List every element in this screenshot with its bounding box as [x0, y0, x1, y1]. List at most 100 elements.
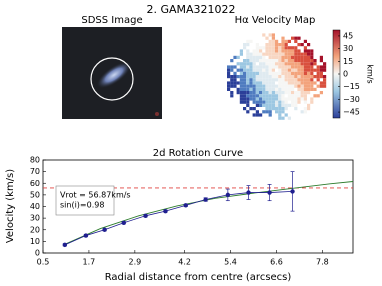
map-pixel: [313, 68, 317, 72]
map-pixel: [243, 65, 247, 69]
map-pixel: [265, 87, 269, 91]
map-pixel: [239, 87, 243, 91]
annotation: Vrot = 56.87km/s: [60, 191, 131, 200]
map-pixel: [262, 103, 266, 107]
map-pixel: [268, 55, 272, 59]
map-pixel: [281, 55, 285, 59]
map-pixel: [307, 68, 311, 72]
colorbar-tick-label: 45: [343, 31, 353, 40]
map-pixel: [252, 78, 256, 82]
map-pixel: [265, 68, 269, 72]
data-point: [203, 197, 208, 202]
map-pixel: [297, 100, 301, 104]
map-pixel: [291, 71, 295, 75]
map-pixel: [297, 97, 301, 101]
map-pixel: [268, 33, 272, 37]
map-pixel: [249, 75, 253, 79]
map-pixel: [262, 94, 266, 98]
map-pixel: [230, 81, 234, 85]
map-pixel: [246, 78, 250, 82]
data-point: [267, 190, 272, 195]
map-pixel: [236, 62, 240, 66]
map-pixel: [246, 59, 250, 63]
map-pixel: [300, 91, 304, 95]
map-pixel: [278, 71, 282, 75]
map-pixel: [230, 68, 234, 72]
map-pixel: [300, 62, 304, 66]
map-pixel: [294, 91, 298, 95]
map-pixel: [303, 87, 307, 91]
map-pixel: [262, 71, 266, 75]
map-pixel: [278, 55, 282, 59]
map-pixel: [275, 87, 279, 91]
map-pixel: [300, 65, 304, 69]
map-pixel: [284, 62, 288, 66]
map-pixel: [287, 81, 291, 85]
x-tick-label: 0.5: [37, 258, 50, 267]
map-pixel: [233, 55, 237, 59]
map-pixel: [259, 59, 263, 63]
map-pixel: [300, 75, 304, 79]
map-pixel: [281, 78, 285, 82]
map-pixel: [265, 43, 269, 47]
map-pixel: [287, 116, 291, 120]
map-pixel: [319, 81, 323, 85]
star: [155, 112, 159, 116]
data-point: [62, 242, 68, 248]
map-pixel: [310, 75, 314, 79]
map-pixel: [268, 49, 272, 53]
map-pixel: [287, 71, 291, 75]
map-pixel: [297, 36, 301, 40]
map-pixel: [246, 100, 250, 104]
map-pixel: [281, 100, 285, 104]
map-pixel: [249, 81, 253, 85]
map-pixel: [246, 68, 250, 72]
map-pixel: [278, 113, 282, 117]
map-pixel: [259, 75, 263, 79]
map-pixel: [284, 107, 288, 111]
map-pixel: [313, 87, 317, 91]
map-pixel: [255, 91, 259, 95]
map-pixel: [287, 52, 291, 56]
map-pixel: [259, 68, 263, 72]
map-pixel: [316, 71, 320, 75]
map-pixel: [310, 52, 314, 56]
map-pixel: [297, 94, 301, 98]
map-pixel: [265, 46, 269, 50]
data-point: [83, 233, 89, 238]
map-pixel: [271, 94, 275, 98]
map-pixel: [239, 91, 243, 95]
map-pixel: [310, 87, 314, 91]
map-pixel: [303, 75, 307, 79]
map-pixel: [249, 94, 253, 98]
map-pixel: [271, 39, 275, 43]
colorbar-tick-label: 0: [343, 70, 348, 79]
map-pixel: [284, 68, 288, 72]
map-pixel: [278, 103, 282, 107]
map-pixel: [281, 43, 285, 47]
map-pixel: [281, 68, 285, 72]
map-pixel: [271, 78, 275, 82]
y-tick-label: 70: [30, 167, 40, 176]
map-pixel: [281, 39, 285, 43]
map-pixel: [252, 75, 256, 79]
map-pixel: [294, 97, 298, 101]
map-pixel: [291, 65, 295, 69]
map-pixel: [275, 65, 279, 69]
map-pixel: [249, 55, 253, 59]
map-pixel: [249, 65, 253, 69]
map-pixel: [300, 68, 304, 72]
map-pixel: [291, 59, 295, 63]
map-pixel: [243, 84, 247, 88]
map-pixel: [284, 39, 288, 43]
map-pixel: [246, 94, 250, 98]
map-pixel: [252, 91, 256, 95]
map-pixel: [265, 78, 269, 82]
map-pixel: [236, 75, 240, 79]
map-pixel: [310, 78, 314, 82]
map-pixel: [255, 75, 259, 79]
map-pixel: [294, 68, 298, 72]
map-pixel: [275, 91, 279, 95]
map-pixel: [284, 81, 288, 85]
data-point: [183, 203, 188, 208]
